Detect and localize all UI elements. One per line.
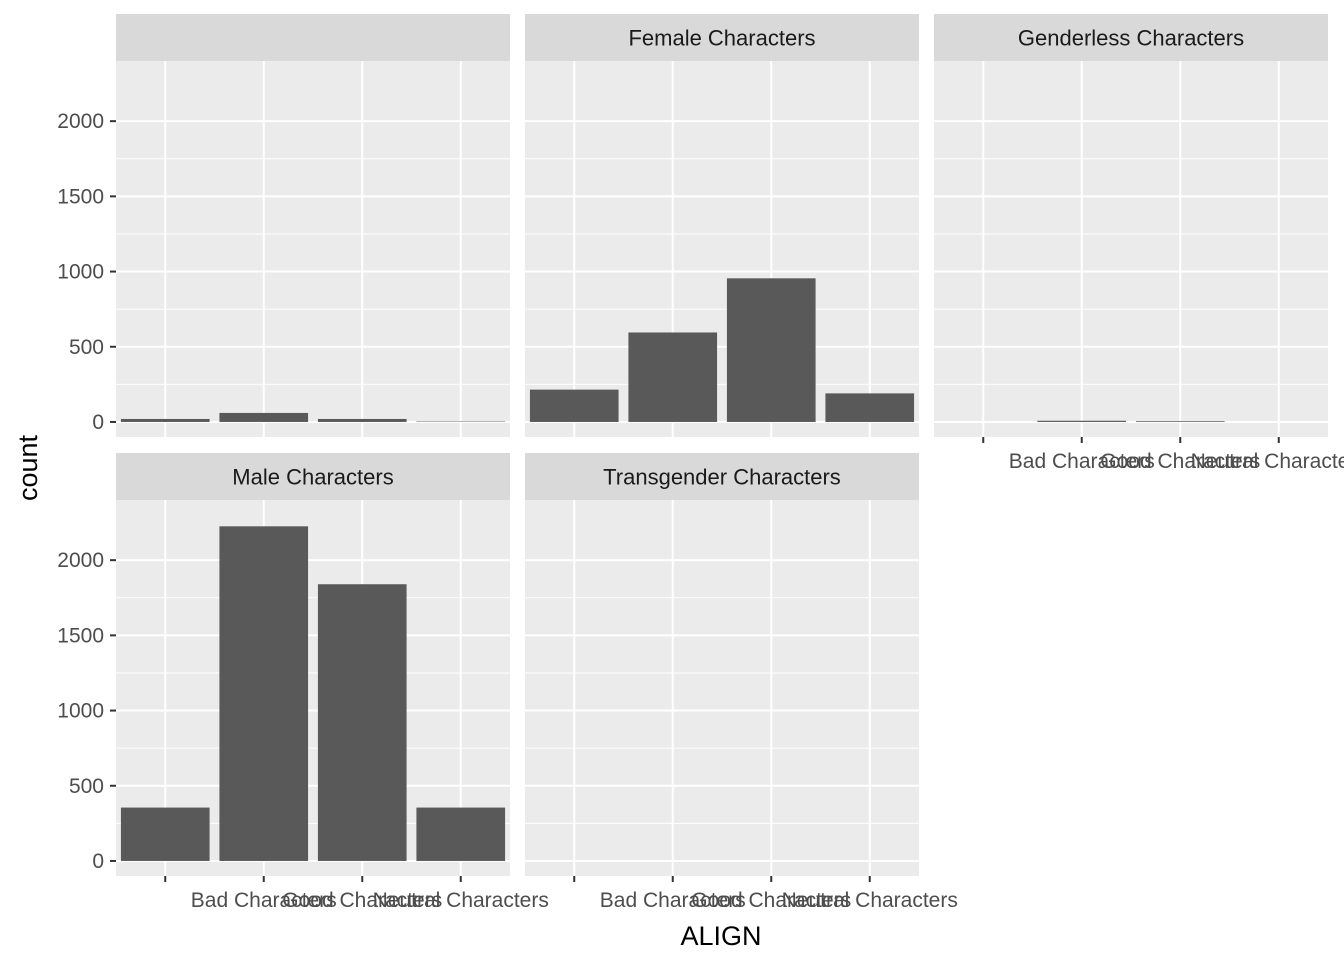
bar-1 <box>120 807 210 861</box>
bar-3 <box>317 418 407 422</box>
y-tick-label: 1000 <box>57 261 104 284</box>
y-tick-label: 1500 <box>57 185 104 208</box>
facet-1: 0 500 1000 1500 2000 <box>57 14 510 437</box>
x-tick-label: Neutral Characters <box>373 889 549 912</box>
panel-background <box>116 61 510 437</box>
facet-4: Male Characters 0 500 1000 1500 2000 Bad Chara… <box>57 453 549 912</box>
panel-background <box>525 61 919 437</box>
bar-1 <box>120 418 210 422</box>
facet-3: Genderless Characters Bad CharactersGood … <box>934 14 1344 473</box>
x-tick-label: Bad Characters <box>191 889 337 912</box>
facet-strip <box>934 14 1328 61</box>
bar-2 <box>219 526 309 861</box>
x-axis-title: ALIGN <box>680 921 761 951</box>
bar-2 <box>219 412 309 422</box>
facet-panels: 0 500 1000 1500 2000 Female Characters Genderl… <box>57 14 1344 912</box>
x-tick-label: Neutral Characters <box>1191 450 1344 473</box>
y-tick-label: 2000 <box>57 549 104 572</box>
panel-background <box>934 61 1328 437</box>
x-tick-label: Bad Characters <box>1009 450 1155 473</box>
bar-3 <box>726 278 816 422</box>
bar-4 <box>825 393 915 422</box>
bar-2 <box>1037 420 1127 422</box>
facet-strip <box>525 453 919 500</box>
facet-strip-label: Transgender Characters <box>603 465 841 490</box>
facet-strip-label: Genderless Characters <box>1018 26 1244 51</box>
x-tick-label: Good Characters <box>1100 450 1260 473</box>
y-axis-title: count <box>13 434 43 501</box>
y-tick-label: 0 <box>92 850 104 873</box>
y-tick-label: 500 <box>69 775 104 798</box>
bar-3 <box>317 584 407 861</box>
y-tick-label: 0 <box>92 411 104 434</box>
y-tick-label: 500 <box>69 336 104 359</box>
facet-strip-label: Male Characters <box>232 465 393 490</box>
facet-2: Female Characters <box>525 14 919 437</box>
x-tick-label: Bad Characters <box>600 889 746 912</box>
facet-strip <box>116 453 510 500</box>
facet-strip-label: Female Characters <box>628 26 815 51</box>
facet-strip <box>525 14 919 61</box>
y-tick-label: 1000 <box>57 700 104 723</box>
facet-5: Transgender Characters Bad CharactersGood… <box>525 453 958 912</box>
x-tick-label: Good Characters <box>691 889 851 912</box>
panel-background <box>525 500 919 876</box>
x-tick-label: Neutral Characters <box>782 889 958 912</box>
bar-2 <box>628 332 718 422</box>
facet-strip <box>116 14 510 61</box>
bar-4 <box>416 807 506 861</box>
y-tick-label: 1500 <box>57 624 104 647</box>
bar-1 <box>529 389 619 422</box>
x-tick-label: Good Characters <box>282 889 442 912</box>
y-tick-label: 2000 <box>57 110 104 133</box>
bar-3 <box>1135 421 1225 422</box>
